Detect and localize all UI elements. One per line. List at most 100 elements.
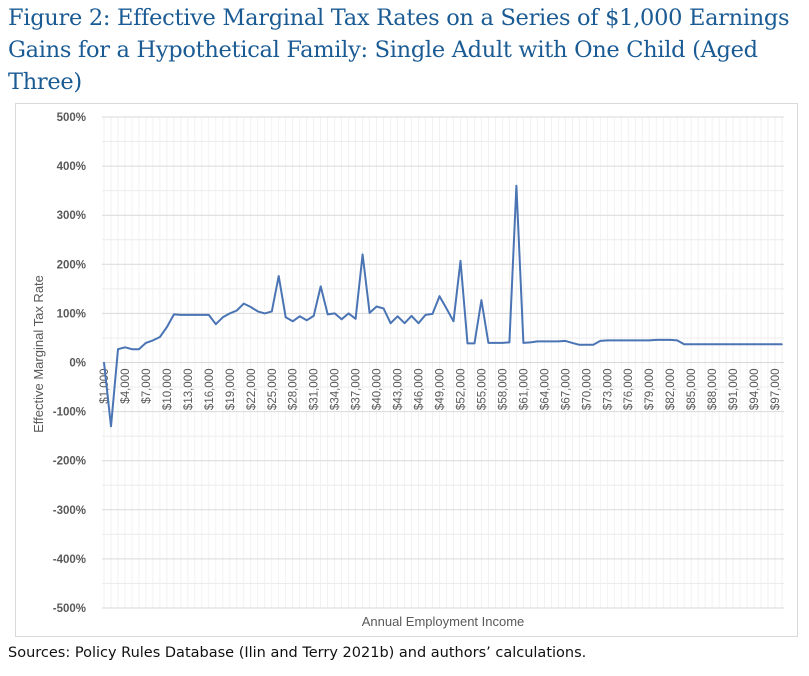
chart-area: -500% -400% -300% -200% -100% 0% 100% 200% 300% 4… — [15, 103, 798, 637]
y-tick-label: -400% — [53, 554, 86, 566]
data-point — [417, 322, 420, 325]
y-tick-label: 200% — [57, 259, 86, 271]
data-point — [536, 340, 539, 343]
data-point — [333, 312, 336, 315]
data-point — [627, 339, 630, 342]
data-point — [746, 343, 748, 346]
data-point — [236, 309, 238, 312]
data-point — [557, 340, 560, 343]
data-point — [222, 316, 224, 319]
data-point — [312, 315, 315, 317]
data-point — [529, 341, 532, 344]
data-point — [613, 339, 616, 342]
data-point — [438, 295, 441, 298]
y-tick-label: -100% — [53, 407, 86, 419]
data-point — [487, 342, 490, 344]
data-point — [620, 339, 623, 342]
data-point — [522, 342, 525, 344]
x-tick-label: $37,000 — [351, 369, 363, 411]
data-point — [152, 339, 154, 342]
data-point — [117, 348, 119, 351]
y-tick-label: 300% — [57, 210, 86, 222]
data-point — [543, 340, 546, 343]
data-point — [173, 313, 175, 316]
data-point — [508, 341, 511, 344]
data-point — [215, 323, 217, 326]
data-point — [270, 310, 273, 313]
x-tick-label: $76,000 — [623, 369, 635, 411]
data-point — [445, 307, 448, 310]
y-tick-label: -300% — [53, 505, 86, 517]
data-point — [277, 275, 280, 277]
data-point — [194, 314, 196, 316]
x-tick-label: $85,000 — [686, 369, 698, 411]
x-tick-label: $4,000 — [120, 369, 132, 404]
data-point — [138, 348, 140, 351]
x-tick-label: $64,000 — [539, 369, 551, 411]
data-point — [368, 312, 371, 314]
y-tick-label: 100% — [57, 308, 86, 320]
x-tick-label: $70,000 — [581, 369, 593, 411]
gridlines — [102, 116, 784, 609]
data-point — [375, 305, 378, 308]
x-tick-label: $58,000 — [497, 369, 509, 411]
data-point — [145, 342, 147, 344]
data-point — [606, 339, 609, 342]
data-point — [641, 339, 644, 342]
data-point — [249, 306, 252, 308]
data-point — [690, 343, 692, 346]
data-point — [166, 326, 168, 328]
data-point — [473, 342, 476, 345]
data-point — [180, 314, 182, 316]
x-tick-label: $25,000 — [267, 369, 279, 411]
data-point — [159, 336, 161, 338]
data-point — [648, 339, 650, 342]
data-point — [389, 322, 392, 325]
data-point — [284, 316, 287, 319]
x-tick-label: $61,000 — [518, 369, 530, 411]
data-point — [711, 343, 713, 346]
y-tick-label: 500% — [57, 112, 86, 124]
x-tick-label: $7,000 — [141, 369, 153, 404]
data-point — [347, 312, 350, 315]
data-point — [424, 314, 427, 316]
data-point — [599, 340, 602, 342]
data-point — [110, 425, 112, 428]
y-tick-label: 400% — [57, 161, 86, 173]
x-tick-label: $49,000 — [435, 369, 447, 411]
data-point — [704, 343, 706, 346]
data-point — [732, 343, 734, 346]
data-point — [263, 312, 266, 315]
data-point — [291, 320, 294, 323]
y-tick-label: -200% — [53, 456, 86, 468]
data-point — [396, 315, 399, 318]
x-tick-label: $82,000 — [665, 369, 677, 411]
x-tick-label: $40,000 — [372, 369, 384, 411]
line-chart: -500% -400% -300% -200% -100% 0% 100% 200% 300% 4… — [31, 112, 784, 629]
data-point — [361, 253, 364, 256]
source-note: Sources: Policy Rules Database (Ilin and… — [8, 645, 587, 661]
y-axis-title: Effective Marginal Tax Rate — [31, 275, 46, 433]
x-tick-label: $94,000 — [749, 369, 761, 411]
data-point — [187, 314, 189, 316]
data-point — [564, 340, 567, 342]
x-tick-label: $10,000 — [162, 369, 174, 411]
data-point — [767, 343, 769, 346]
x-axis-ticks: $1,000 $4,000 $7,000 $10,000 $13,000 $16,000 $… — [99, 369, 782, 411]
x-tick-label: $22,000 — [246, 369, 258, 411]
x-tick-label: $16,000 — [204, 369, 216, 411]
y-tick-label: -500% — [53, 603, 86, 615]
x-axis-title: Annual Employment Income — [362, 614, 525, 629]
x-tick-label: $97,000 — [770, 369, 782, 411]
data-point — [655, 339, 657, 341]
data-point — [431, 313, 434, 315]
data-point — [592, 344, 595, 346]
data-point — [697, 343, 699, 346]
data-point — [131, 348, 133, 351]
data-point — [354, 318, 357, 320]
x-tick-label: $46,000 — [414, 369, 426, 411]
x-tick-label: $67,000 — [560, 369, 572, 411]
data-point — [403, 322, 406, 325]
data-point — [326, 313, 329, 316]
x-tick-label: $73,000 — [602, 369, 614, 411]
